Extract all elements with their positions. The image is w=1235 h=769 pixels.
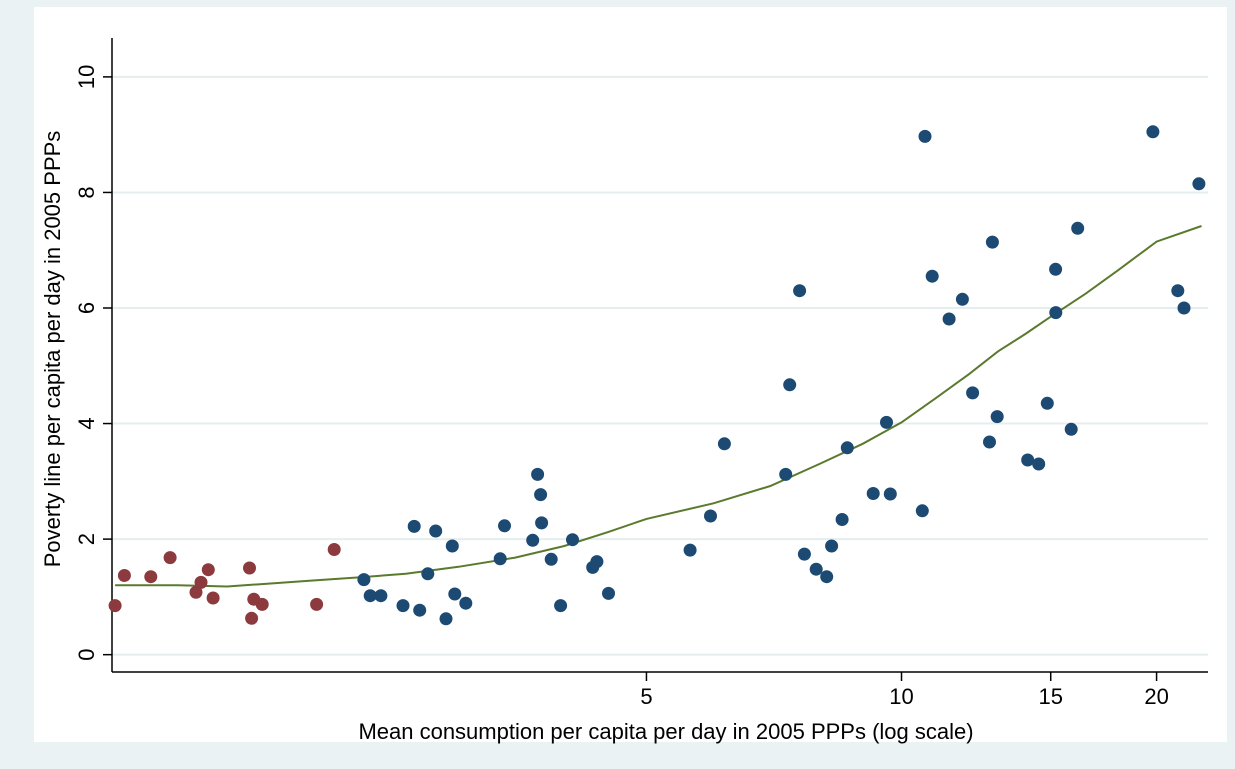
scatter-point xyxy=(1177,301,1191,315)
scatter-point xyxy=(1021,453,1035,467)
scatter-point xyxy=(983,435,996,449)
plot-area xyxy=(34,7,1227,742)
scatter-point xyxy=(880,415,893,429)
scatter-point xyxy=(429,524,443,538)
scatter-point xyxy=(835,513,849,526)
scatter-point xyxy=(809,562,823,576)
scatter-point xyxy=(704,509,717,523)
x-axis-title: Mean consumption per capita per day in 2… xyxy=(358,719,973,744)
scatter-point xyxy=(566,533,579,547)
scatter-point xyxy=(1040,396,1054,410)
scatter-point xyxy=(206,591,220,605)
y-tick-label: 6 xyxy=(74,302,99,314)
x-tick-label: 5 xyxy=(640,684,652,709)
scatter-point xyxy=(544,552,558,566)
scatter-point xyxy=(1032,457,1046,471)
scatter-point xyxy=(327,543,341,556)
scatter-point xyxy=(985,235,999,249)
y-tick-label: 2 xyxy=(74,533,99,545)
scatter-point xyxy=(201,563,215,577)
fit-line-group xyxy=(115,225,1202,588)
scatter-point xyxy=(966,386,980,400)
scatter-point xyxy=(1146,125,1160,139)
scatter-point xyxy=(783,378,797,392)
scatter-point xyxy=(421,567,435,581)
scatter-point xyxy=(459,596,473,610)
scatter-point xyxy=(117,569,131,582)
scatter-point xyxy=(189,585,203,599)
scatter-point xyxy=(797,547,811,561)
x-tick-label: 10 xyxy=(889,684,913,709)
y-tick-label: 4 xyxy=(74,417,99,429)
tick-labels: 0 2 4 6 8 10 5 10 15 20 xyxy=(74,65,1169,709)
scatter-point xyxy=(883,487,897,501)
scatter-point xyxy=(717,437,731,451)
scatter-point xyxy=(915,504,929,518)
scatter-point xyxy=(310,597,324,611)
scatter-point xyxy=(374,589,388,603)
axes xyxy=(103,38,1208,681)
y-axis-title: Poverty line per capita per day in 2005 … xyxy=(40,131,65,568)
scatter-point xyxy=(840,441,854,455)
scatter-point xyxy=(793,284,807,298)
scatter-point xyxy=(779,467,793,481)
y-tick-label: 0 xyxy=(74,649,99,661)
y-tick-label: 10 xyxy=(74,65,99,89)
scatter-point xyxy=(498,519,511,533)
data-points xyxy=(108,125,1206,626)
scatter-point xyxy=(918,129,932,143)
scatter-point xyxy=(925,269,939,283)
scatter-point xyxy=(194,575,208,589)
scatter-point xyxy=(445,539,459,553)
scatter-point xyxy=(990,410,1004,424)
scatter-point xyxy=(439,612,453,626)
gridlines xyxy=(112,75,1208,656)
x-tick-label: 20 xyxy=(1144,684,1168,709)
scatter-point xyxy=(531,467,545,481)
scatter-point xyxy=(407,519,421,533)
fit-line xyxy=(115,225,1202,588)
y-tick-label: 8 xyxy=(74,186,99,198)
scatter-point xyxy=(163,551,177,565)
scatter-point xyxy=(534,488,548,502)
scatter-point xyxy=(942,312,956,326)
scatter-point xyxy=(243,561,256,575)
scatter-point xyxy=(820,570,834,584)
scatter-point xyxy=(448,587,462,601)
scatter-point xyxy=(602,586,615,600)
scatter-point xyxy=(255,597,269,611)
scatter-point xyxy=(357,573,371,587)
x-tick-label: 15 xyxy=(1038,684,1062,709)
scatter-point xyxy=(866,487,880,500)
scatter-point xyxy=(825,539,839,553)
scatter-point xyxy=(1192,177,1206,191)
scatter-point xyxy=(535,516,549,530)
scatter-point xyxy=(526,533,540,547)
scatter-point xyxy=(493,552,507,566)
scatter-point xyxy=(554,599,568,613)
scatter-point xyxy=(413,603,427,617)
scatter-point xyxy=(108,599,122,613)
scatter-point xyxy=(1049,262,1063,276)
scatter-point xyxy=(1064,422,1078,436)
scatter-point xyxy=(396,599,410,613)
scatter-point xyxy=(955,292,969,306)
scatter-point xyxy=(590,555,604,569)
scatter-point xyxy=(683,543,697,557)
scatter-point xyxy=(1171,284,1185,298)
scatter-point xyxy=(363,589,377,603)
scatter-point xyxy=(144,570,158,584)
scatter-point xyxy=(245,611,259,625)
scatter-point xyxy=(1049,306,1063,320)
scatter-point xyxy=(1071,221,1085,235)
